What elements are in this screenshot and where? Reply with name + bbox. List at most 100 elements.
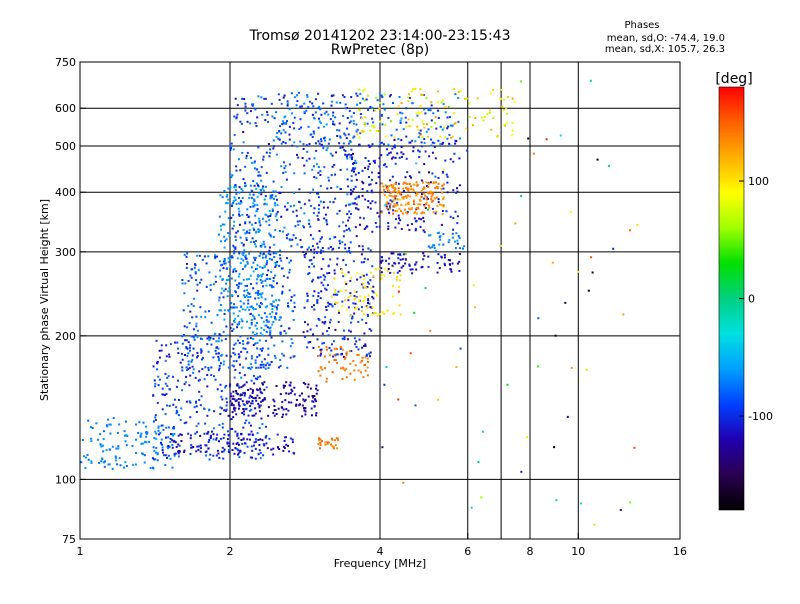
data-point	[258, 339, 261, 342]
data-point	[188, 384, 191, 387]
data-point	[383, 93, 386, 96]
data-point	[212, 337, 215, 340]
data-point	[358, 88, 361, 91]
data-point	[400, 146, 403, 148]
data-point	[154, 414, 157, 417]
y-tick-label: 75	[62, 533, 76, 546]
data-point	[258, 427, 261, 430]
data-point	[270, 102, 273, 105]
data-point	[368, 302, 371, 305]
data-point	[348, 203, 351, 206]
data-point	[350, 148, 353, 151]
data-point	[437, 139, 440, 142]
data-point	[506, 112, 509, 115]
data-point	[419, 203, 422, 206]
data-point	[371, 265, 374, 268]
data-point	[248, 308, 251, 311]
data-point	[221, 196, 224, 199]
data-point	[393, 204, 396, 207]
data-point	[456, 262, 459, 265]
data-point	[241, 197, 244, 199]
data-point	[338, 142, 341, 145]
data-point	[348, 210, 351, 213]
data-point	[268, 249, 271, 252]
data-point	[219, 437, 222, 440]
data-point	[361, 97, 364, 100]
data-point	[263, 328, 265, 331]
data-point	[285, 413, 288, 416]
data-point	[247, 389, 250, 391]
data-point	[90, 440, 93, 442]
data-point	[253, 317, 256, 320]
data-point	[305, 159, 308, 162]
data-point	[352, 167, 355, 170]
data-point	[187, 432, 190, 435]
data-point	[349, 372, 352, 375]
data-point	[336, 129, 339, 132]
data-point	[225, 202, 227, 205]
data-point	[264, 97, 267, 100]
data-point	[252, 287, 255, 290]
data-point	[187, 360, 190, 363]
data-point	[195, 401, 198, 404]
data-point	[187, 363, 190, 366]
data-point	[98, 461, 101, 464]
data-point	[218, 296, 221, 299]
data-point	[406, 188, 409, 191]
data-point	[333, 340, 335, 343]
data-point	[319, 443, 322, 446]
data-point	[315, 149, 318, 152]
data-point	[412, 200, 415, 203]
data-point	[361, 346, 364, 349]
data-point	[367, 168, 369, 171]
data-point	[425, 181, 428, 184]
data-point	[273, 117, 276, 120]
data-point	[348, 350, 351, 353]
data-point	[381, 96, 384, 99]
data-point	[124, 420, 127, 423]
data-point	[402, 182, 405, 185]
data-point	[293, 294, 296, 297]
data-point	[124, 440, 127, 443]
data-point	[157, 429, 160, 432]
data-point	[442, 141, 445, 144]
data-point	[270, 195, 272, 197]
data-point	[87, 419, 90, 422]
data-point	[394, 162, 397, 165]
data-point	[260, 274, 263, 277]
data-point	[319, 447, 321, 450]
data-point	[330, 174, 333, 177]
data-point	[268, 327, 271, 330]
data-point	[397, 105, 400, 107]
data-point	[356, 128, 359, 131]
data-point	[293, 204, 296, 207]
data-point	[124, 461, 127, 464]
data-point	[393, 195, 396, 198]
data-point	[263, 198, 266, 201]
data-point	[393, 312, 396, 315]
data-point	[199, 306, 202, 309]
data-point	[342, 259, 345, 262]
data-point	[361, 273, 364, 276]
data-point	[242, 340, 244, 343]
data-point	[215, 346, 218, 349]
data-point	[271, 311, 274, 314]
data-point	[296, 153, 298, 156]
data-point	[378, 215, 381, 218]
data-point	[236, 284, 238, 286]
data-point	[290, 92, 293, 95]
data-point	[342, 114, 345, 117]
data-point	[441, 142, 444, 145]
data-point	[346, 168, 349, 171]
data-point	[374, 109, 377, 112]
data-point	[109, 432, 112, 435]
data-point	[333, 123, 336, 126]
data-point	[302, 143, 305, 146]
data-point	[249, 424, 252, 427]
data-point	[442, 187, 445, 190]
data-point	[257, 146, 260, 149]
data-point	[341, 352, 343, 355]
data-point	[359, 216, 362, 219]
data-point	[324, 136, 327, 139]
data-point	[304, 321, 306, 324]
